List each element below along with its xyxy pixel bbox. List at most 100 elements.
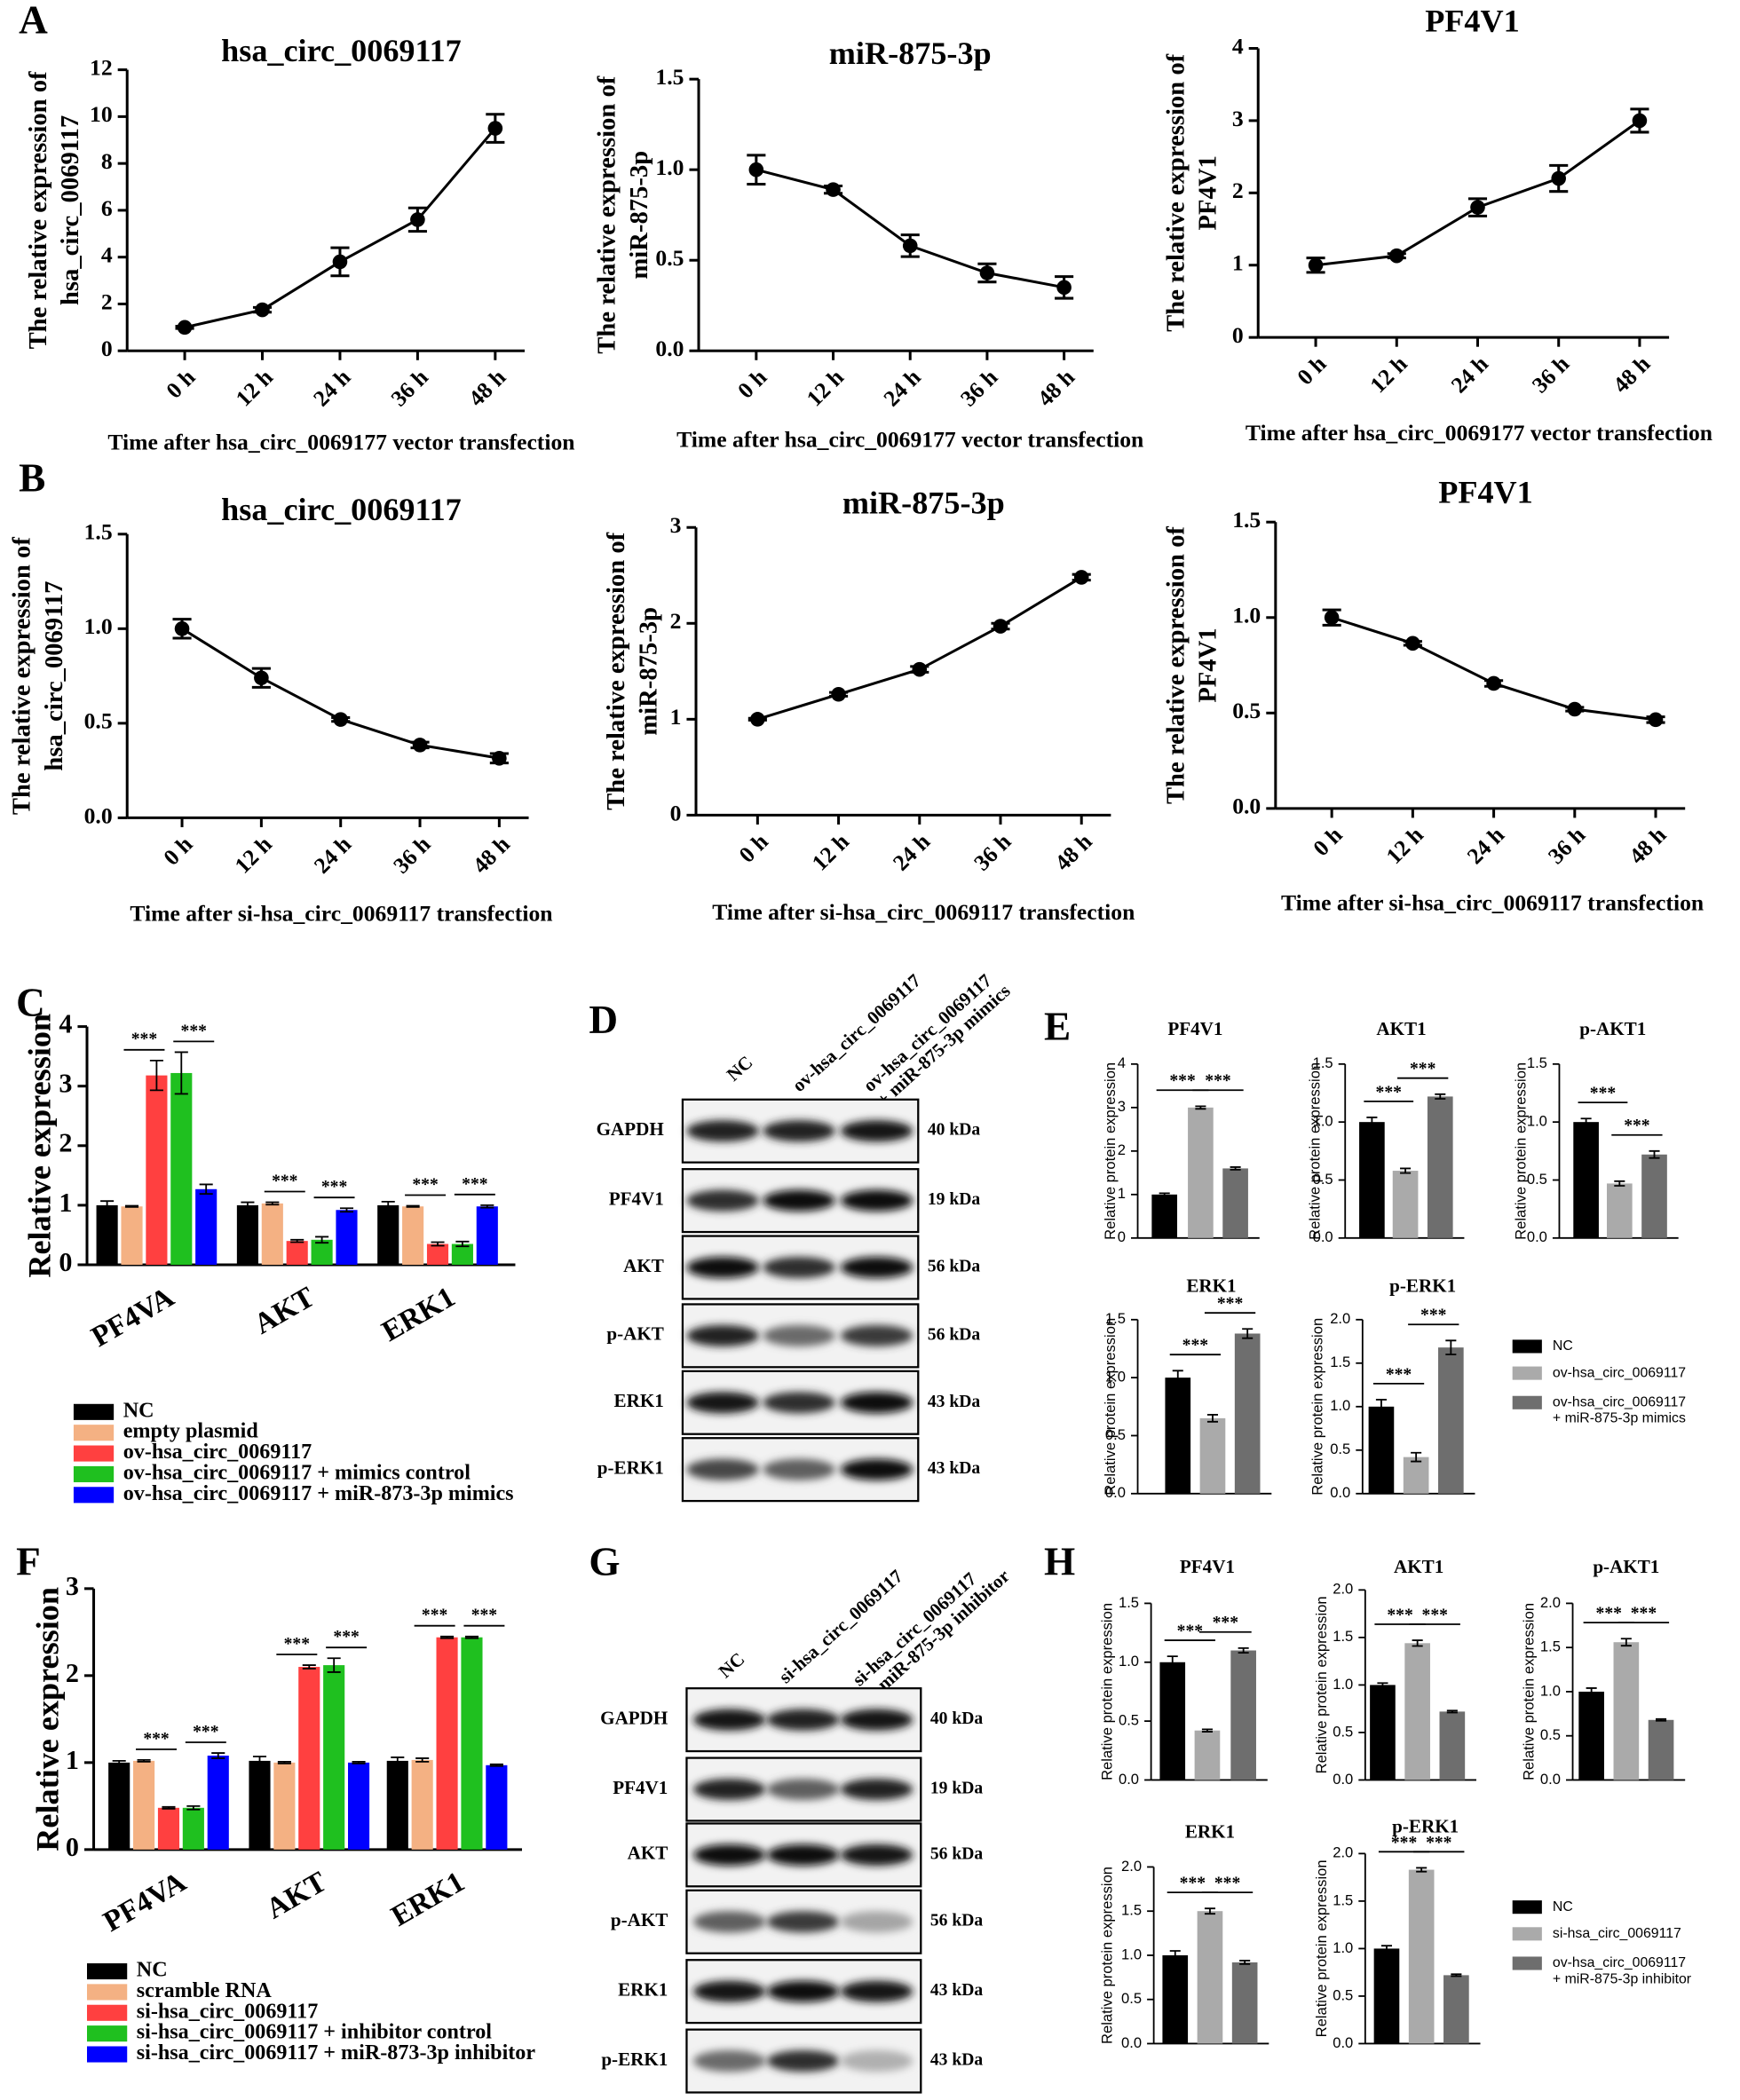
bar	[249, 1760, 271, 1850]
y-axis-title: The relative expression of	[593, 75, 621, 353]
error-bar	[327, 1657, 341, 1673]
bar	[1194, 1730, 1221, 1780]
size-label: 19 kDa	[930, 1780, 984, 1798]
y-axis-title: miR-875-3p	[634, 607, 662, 736]
blot-band	[766, 1709, 840, 1731]
size-label: 56 kDa	[928, 1325, 981, 1344]
size-label: 40 kDa	[928, 1121, 981, 1140]
error-bar	[1580, 1117, 1592, 1126]
significance-label: ***	[1214, 1875, 1240, 1893]
significance-label: ***	[412, 1175, 438, 1194]
bar	[1404, 1643, 1430, 1780]
y-tick-label: 0.5	[655, 245, 684, 271]
bar	[108, 1762, 130, 1850]
y-tick-label: 1.0	[655, 154, 684, 180]
legend-swatch	[1512, 1395, 1542, 1409]
y-axis-title: hsa_circ_0069117	[56, 115, 84, 305]
error-bar	[1412, 1639, 1423, 1647]
chart-title: AKT1	[1376, 1018, 1426, 1039]
y-tick-label: 2	[66, 1658, 79, 1688]
y-tick-label: 1.0	[1333, 1676, 1353, 1693]
data-point	[410, 212, 425, 227]
bar	[182, 1807, 204, 1850]
y-axis-title: Relative protein expression	[1521, 1603, 1538, 1780]
y-tick-label: 0.5	[1105, 1426, 1126, 1443]
blot-band	[763, 1392, 835, 1414]
y-tick-label: 10	[90, 101, 113, 127]
blot-band	[766, 1980, 840, 2002]
error-bar	[1230, 1166, 1241, 1171]
blot-band	[766, 1778, 840, 1801]
y-tick-label: 4	[1232, 33, 1244, 59]
bar	[1443, 1975, 1469, 2044]
bar	[1368, 1406, 1395, 1494]
legend-label: si-hsa_circ_0069117 + miR-873-3p inhibit…	[137, 2041, 536, 2064]
data-point	[1405, 636, 1420, 651]
x-axis-title: Time after hsa_circ_0069177 vector trans…	[1246, 420, 1712, 446]
y-axis-title: The relative expression of	[8, 537, 36, 815]
significance-label: ***	[1426, 1834, 1451, 1852]
y-axis-title: Relative protein expression	[1513, 1062, 1530, 1240]
data-point	[255, 302, 270, 318]
significance-label: ***	[1169, 1072, 1195, 1091]
legend-label: + miR-875-3p mimics	[1553, 1411, 1686, 1426]
bar	[1373, 1948, 1400, 2044]
blot-band	[766, 1843, 840, 1866]
x-axis-title: Time after si-hsa_circ_0069117 transfect…	[1281, 889, 1704, 915]
y-tick-label: 1.5	[1232, 507, 1261, 533]
error-bar	[415, 1757, 430, 1763]
blot-band	[840, 1189, 914, 1212]
data-point	[750, 712, 765, 727]
error-bar	[252, 1756, 267, 1766]
legend-label: NC	[1553, 1338, 1573, 1354]
y-tick-label: 1	[66, 1745, 79, 1775]
data-point	[979, 265, 995, 280]
bar	[426, 1243, 449, 1265]
panel-label: G	[589, 1540, 620, 1584]
legend-label: si-hsa_circ_0069117 + inhibitor control	[137, 2021, 492, 2044]
y-tick-label: 0	[670, 800, 682, 825]
y-axis-title: The relative expression of	[1161, 526, 1190, 804]
bar	[411, 1759, 433, 1850]
significance-label: ***	[1180, 1875, 1206, 1893]
size-label: 56 kDa	[930, 1912, 984, 1930]
y-tick-label: 1.5	[1330, 1354, 1350, 1370]
error-bar	[1204, 1907, 1215, 1915]
error-bar	[1649, 1149, 1660, 1159]
data-point	[412, 738, 428, 753]
error-bar	[1169, 1950, 1181, 1961]
error-bar	[290, 1238, 304, 1243]
data-point	[1486, 675, 1501, 691]
error-bar	[162, 1805, 176, 1810]
bar	[323, 1665, 345, 1850]
bar	[1370, 1685, 1396, 1780]
significance-label: ***	[1596, 1605, 1622, 1623]
significance-label: ***	[1422, 1606, 1448, 1624]
legend-swatch	[1512, 1927, 1542, 1941]
panel-label: B	[19, 455, 45, 500]
bar	[1439, 1711, 1466, 1780]
bar	[207, 1756, 229, 1850]
blot-band	[766, 2050, 840, 2072]
chart-title: PF4V1	[1167, 1018, 1222, 1039]
legend-swatch	[1512, 1366, 1542, 1380]
y-tick-label: 1.0	[1119, 1653, 1139, 1670]
y-tick-label: 0	[1118, 1228, 1126, 1245]
legend-swatch	[1512, 1339, 1542, 1354]
y-tick-label: 4	[1118, 1054, 1126, 1071]
error-bar	[199, 1183, 213, 1196]
y-tick-label: 1	[670, 704, 682, 730]
bar	[1578, 1691, 1604, 1780]
data-point	[332, 254, 348, 270]
y-tick-label: 1.5	[655, 64, 684, 90]
data-point	[748, 162, 764, 178]
data-point	[1308, 257, 1324, 273]
legend-label: NC	[137, 1959, 168, 1982]
error-bar	[112, 1759, 126, 1765]
blot-band	[692, 1709, 766, 1731]
significance-label: ***	[131, 1030, 157, 1049]
error-bar	[440, 1635, 455, 1639]
y-tick-label: 1	[59, 1188, 72, 1218]
y-tick-label: 0.0	[1121, 2034, 1142, 2051]
error-bar	[211, 1752, 225, 1759]
